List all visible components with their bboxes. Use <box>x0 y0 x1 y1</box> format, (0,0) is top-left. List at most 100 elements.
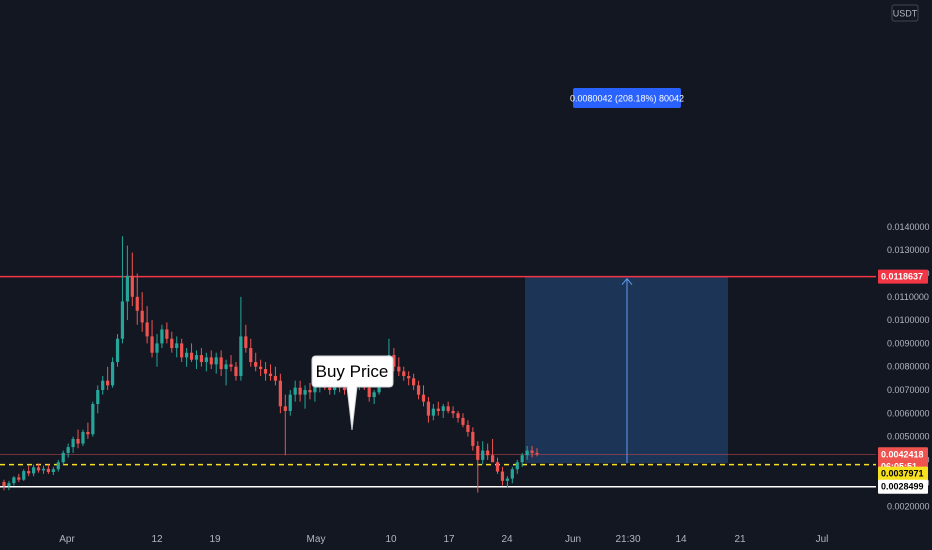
buy-price-badge-label: 0.0037971 <box>881 469 924 479</box>
x-axis-tick-label: Jun <box>565 534 581 545</box>
candle-body <box>535 452 539 455</box>
candle-body <box>219 357 223 370</box>
candle-body <box>244 336 248 349</box>
candle-body <box>71 438 75 448</box>
candle-body <box>515 462 519 470</box>
candle-body <box>313 385 317 393</box>
candle-body <box>451 410 455 414</box>
x-axis-tick-label: 17 <box>443 534 455 545</box>
candle-body <box>175 343 179 349</box>
candle-body <box>86 431 90 435</box>
y-axis-tick-label: 0.0100000 <box>887 315 930 325</box>
candle-body <box>76 438 80 444</box>
candle-body <box>525 450 529 456</box>
currency-label: USDT <box>893 9 918 19</box>
candle-body <box>446 406 450 411</box>
countdown-label: 06:05:51 <box>881 461 917 471</box>
candle-body <box>160 329 164 344</box>
candle-body <box>298 387 302 395</box>
resistance-badge <box>878 269 928 284</box>
candle-body <box>278 380 282 407</box>
candle-body <box>130 275 134 297</box>
candle-body <box>214 357 218 365</box>
candle-body <box>268 373 273 377</box>
support-badge <box>878 479 928 494</box>
measure-badge <box>573 88 681 108</box>
candle-body <box>426 401 431 416</box>
candle-body <box>91 403 95 435</box>
candle-body <box>273 376 278 381</box>
candle-body <box>234 366 238 377</box>
candle-body <box>495 462 500 472</box>
y-axis-tick-label: 0.0110000 <box>887 292 929 302</box>
candle-body <box>486 450 490 456</box>
currency-box[interactable] <box>891 4 919 22</box>
current-price-badge-label: 0.0042418 <box>881 449 924 459</box>
buy-price-callout[interactable] <box>311 355 394 431</box>
measure-arrow-head-icon <box>621 277 633 285</box>
candle-body <box>155 343 159 353</box>
candle-body <box>372 392 376 397</box>
y-axis-tick-label: 0.0090000 <box>887 338 930 348</box>
candle-body <box>115 338 120 363</box>
candle-body <box>441 406 445 411</box>
candle-body <box>51 469 55 473</box>
y-axis-tick-label: 0.0050000 <box>887 432 930 442</box>
y-axis-tick-label: 0.0020000 <box>887 502 930 512</box>
candle-body <box>229 364 233 367</box>
candle-body <box>106 380 110 386</box>
buy-price-callout-label: Buy Price <box>316 362 389 381</box>
candle-body <box>135 296 139 311</box>
candle-body <box>61 452 65 463</box>
candle-body <box>140 310 144 323</box>
candle-body <box>125 275 129 302</box>
candle-body <box>239 336 243 377</box>
candle-body <box>204 357 208 363</box>
candle-body <box>180 343 184 358</box>
candle-body <box>27 471 31 474</box>
candle-body <box>505 478 509 481</box>
resistance-badge-label: 0.0118637 <box>881 272 923 282</box>
candle-body <box>436 408 440 411</box>
candle-body <box>96 390 100 404</box>
x-axis-tick-label: 12 <box>151 534 163 545</box>
support-badge-label: 0.0028499 <box>881 482 924 492</box>
candle-body <box>194 355 199 360</box>
candle-body <box>263 369 268 374</box>
candle-body <box>520 455 524 463</box>
candle-body <box>224 364 228 370</box>
candle-body <box>461 417 465 425</box>
candle-body <box>328 387 332 390</box>
x-axis-tick-label: 24 <box>501 534 513 545</box>
y-axis-tick-label: 0.0130000 <box>887 245 930 255</box>
candle-body <box>41 468 46 471</box>
candle-body <box>333 385 337 390</box>
candle-body <box>397 366 401 372</box>
candle-body <box>510 469 514 479</box>
candle-body <box>81 431 85 444</box>
candle-body <box>17 477 21 480</box>
candle-body <box>101 380 105 390</box>
candle-body <box>490 455 495 463</box>
measure-label: 0.0080042 (208.18%) 80042 <box>570 94 684 104</box>
candle-body <box>184 352 189 358</box>
y-axis-tick-label: 0.0070000 <box>887 385 930 395</box>
candle-body <box>150 336 154 353</box>
x-axis-tick-label: 10 <box>385 534 397 545</box>
candle-body <box>530 450 534 453</box>
x-axis-tick-label: May <box>307 534 326 545</box>
candle-body <box>189 352 194 360</box>
candle-body <box>412 378 416 386</box>
y-axis-tick-label: 0.0080000 <box>887 362 930 372</box>
candle-body <box>249 348 253 363</box>
candle-body <box>293 387 297 395</box>
candle-body <box>476 445 480 460</box>
candle-body <box>7 483 11 486</box>
candle-body <box>66 447 70 453</box>
candle-body <box>209 357 213 365</box>
candle-body <box>392 355 396 367</box>
candle-body <box>367 387 371 397</box>
candle-body <box>303 390 307 395</box>
candle-body <box>199 355 204 363</box>
